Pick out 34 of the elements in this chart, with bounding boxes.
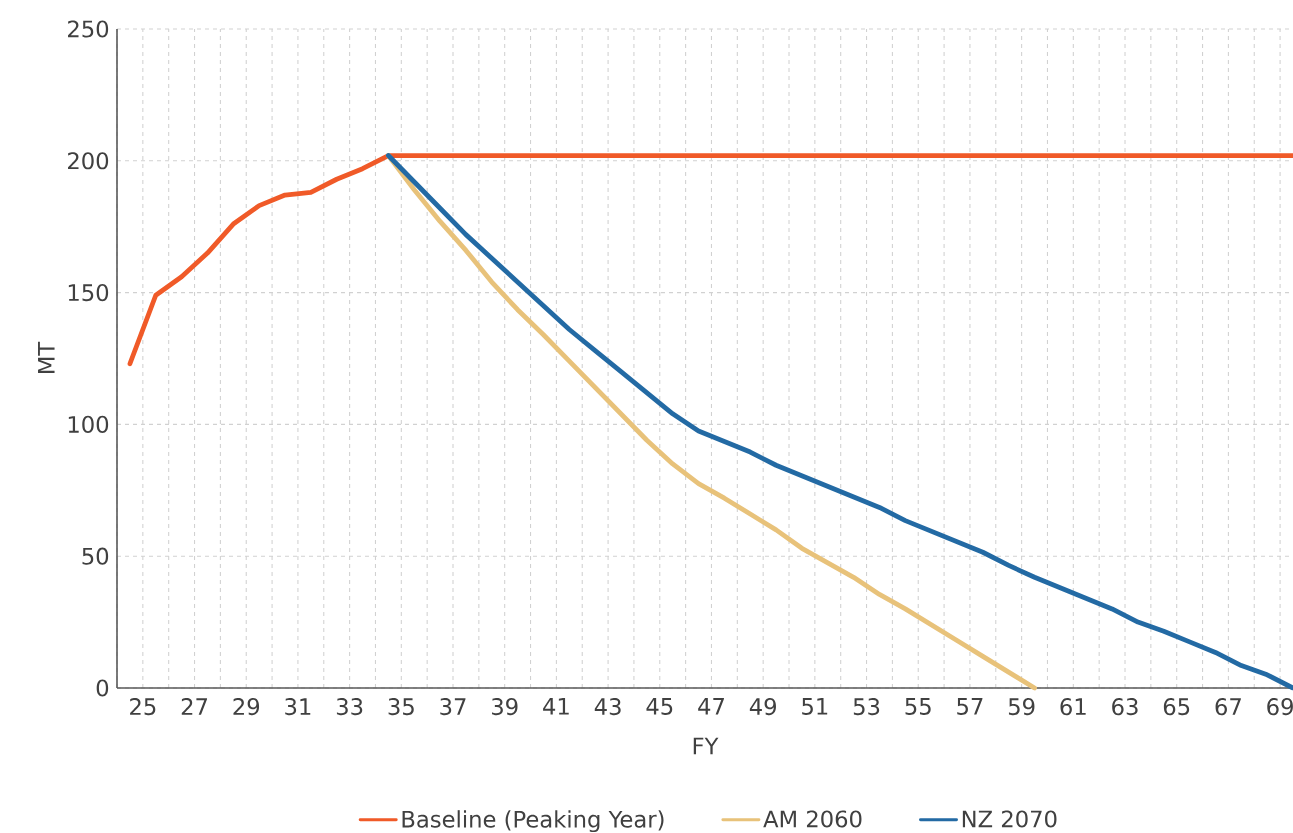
x-tick-label: 41 xyxy=(543,698,569,715)
x-tick-label: 57 xyxy=(957,698,983,715)
y-tick-label: 50 xyxy=(82,547,109,565)
x-tick-label: 63 xyxy=(1112,698,1138,716)
x-tick-label: 59 xyxy=(1008,698,1035,716)
legend-label: Baseline (Peaking Year) xyxy=(402,810,664,833)
x-tick-label: 45 xyxy=(646,698,673,715)
y-tick-label: 150 xyxy=(68,284,109,302)
x-tick-label: 25 xyxy=(130,698,156,716)
x-tick-label: 39 xyxy=(492,698,518,716)
x-tick-label: 69 xyxy=(1267,698,1293,716)
x-tick-label: 29 xyxy=(233,698,260,716)
x-tick-label: 55 xyxy=(905,698,931,715)
x-tick-label: 27 xyxy=(181,698,208,715)
legend-label: NZ 2070 xyxy=(962,810,1057,828)
x-tick-label: 37 xyxy=(440,698,466,716)
x-tick-label: 53 xyxy=(853,698,880,716)
y-tick-label: 200 xyxy=(68,152,109,170)
x-tick-label: 61 xyxy=(1060,698,1086,716)
x-axis-title: FY xyxy=(693,737,719,755)
x-tick-label: 49 xyxy=(749,698,776,716)
x-tick-label: 33 xyxy=(336,698,363,716)
x-tick-label: 65 xyxy=(1163,698,1190,716)
y-axis-title: MT xyxy=(38,341,55,373)
x-tick-label: 47 xyxy=(698,698,724,715)
y-tick-label: 250 xyxy=(68,20,109,38)
x-tick-label: 35 xyxy=(388,698,414,716)
y-tick-label: 0 xyxy=(96,679,109,697)
y-tick-label: 100 xyxy=(68,415,109,433)
x-tick-label: 31 xyxy=(285,698,311,716)
x-tick-label: 67 xyxy=(1215,698,1241,716)
x-tick-label: 51 xyxy=(802,698,828,715)
legend-label: AM 2060 xyxy=(763,810,862,828)
x-tick-label: 43 xyxy=(594,698,621,716)
